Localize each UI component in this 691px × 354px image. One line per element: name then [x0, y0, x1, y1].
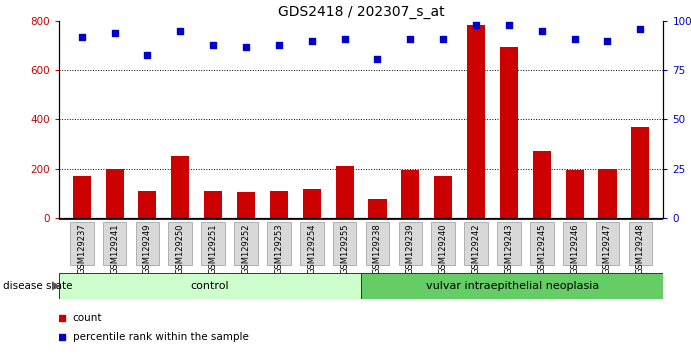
Text: GSM129247: GSM129247 [603, 223, 612, 274]
Point [569, 36, 580, 42]
FancyBboxPatch shape [629, 222, 652, 265]
Text: GSM129254: GSM129254 [307, 223, 316, 274]
Point [274, 42, 285, 48]
Text: GSM129243: GSM129243 [504, 223, 513, 274]
Bar [106, 169, 124, 218]
Text: count: count [73, 313, 102, 323]
Text: GSM129253: GSM129253 [274, 223, 283, 274]
FancyBboxPatch shape [399, 222, 422, 265]
FancyBboxPatch shape [70, 222, 93, 265]
Text: GSM129251: GSM129251 [209, 223, 218, 274]
FancyBboxPatch shape [103, 222, 126, 265]
Text: GSM129237: GSM129237 [77, 223, 86, 274]
Title: GDS2418 / 202307_s_at: GDS2418 / 202307_s_at [278, 5, 444, 19]
Text: GSM129238: GSM129238 [373, 223, 382, 274]
Bar [270, 191, 288, 218]
Bar [237, 192, 255, 218]
Bar [138, 191, 156, 218]
Text: percentile rank within the sample: percentile rank within the sample [73, 332, 249, 342]
Point [208, 42, 219, 48]
FancyBboxPatch shape [59, 273, 361, 299]
Text: GSM129248: GSM129248 [636, 223, 645, 274]
Bar [73, 176, 91, 218]
FancyBboxPatch shape [464, 222, 488, 265]
Bar [171, 156, 189, 218]
Text: GSM129250: GSM129250 [176, 223, 184, 274]
Bar [500, 47, 518, 218]
FancyBboxPatch shape [267, 222, 291, 265]
FancyBboxPatch shape [530, 222, 553, 265]
Point [76, 34, 87, 40]
FancyBboxPatch shape [300, 222, 323, 265]
Bar [204, 191, 223, 218]
Text: GSM129246: GSM129246 [570, 223, 579, 274]
Point [405, 36, 416, 42]
FancyBboxPatch shape [234, 222, 258, 265]
Bar [533, 152, 551, 218]
Point [57, 334, 68, 340]
FancyBboxPatch shape [497, 222, 521, 265]
Point [437, 36, 448, 42]
Text: ▶: ▶ [52, 281, 60, 291]
Text: GSM129240: GSM129240 [439, 223, 448, 274]
Text: GSM129249: GSM129249 [143, 223, 152, 274]
FancyBboxPatch shape [361, 273, 663, 299]
Point [240, 44, 252, 50]
FancyBboxPatch shape [596, 222, 619, 265]
Point [372, 56, 383, 61]
Point [175, 28, 186, 34]
FancyBboxPatch shape [169, 222, 192, 265]
FancyBboxPatch shape [201, 222, 225, 265]
Text: disease state: disease state [3, 281, 73, 291]
Bar [566, 170, 584, 218]
Text: control: control [191, 281, 229, 291]
Point [142, 52, 153, 57]
FancyBboxPatch shape [431, 222, 455, 265]
Bar [467, 25, 485, 218]
Bar [434, 176, 452, 218]
FancyBboxPatch shape [333, 222, 357, 265]
Point [306, 38, 317, 44]
FancyBboxPatch shape [562, 222, 587, 265]
FancyBboxPatch shape [366, 222, 389, 265]
Text: vulvar intraepithelial neoplasia: vulvar intraepithelial neoplasia [426, 281, 599, 291]
Point [57, 315, 68, 321]
Text: GSM129255: GSM129255 [340, 223, 349, 274]
Point [471, 22, 482, 28]
Point [339, 36, 350, 42]
Bar [368, 199, 386, 218]
Text: GSM129245: GSM129245 [538, 223, 547, 274]
Text: GSM129241: GSM129241 [110, 223, 119, 274]
Bar [632, 127, 650, 218]
FancyBboxPatch shape [135, 222, 160, 265]
Point [109, 30, 120, 36]
Point [536, 28, 547, 34]
Text: GSM129252: GSM129252 [242, 223, 251, 274]
Bar [598, 169, 616, 218]
Point [602, 38, 613, 44]
Text: GSM129239: GSM129239 [406, 223, 415, 274]
Point [503, 22, 514, 28]
Bar [303, 189, 321, 218]
Point [635, 26, 646, 32]
Bar [336, 166, 354, 218]
Bar [401, 170, 419, 218]
Text: GSM129242: GSM129242 [471, 223, 480, 274]
